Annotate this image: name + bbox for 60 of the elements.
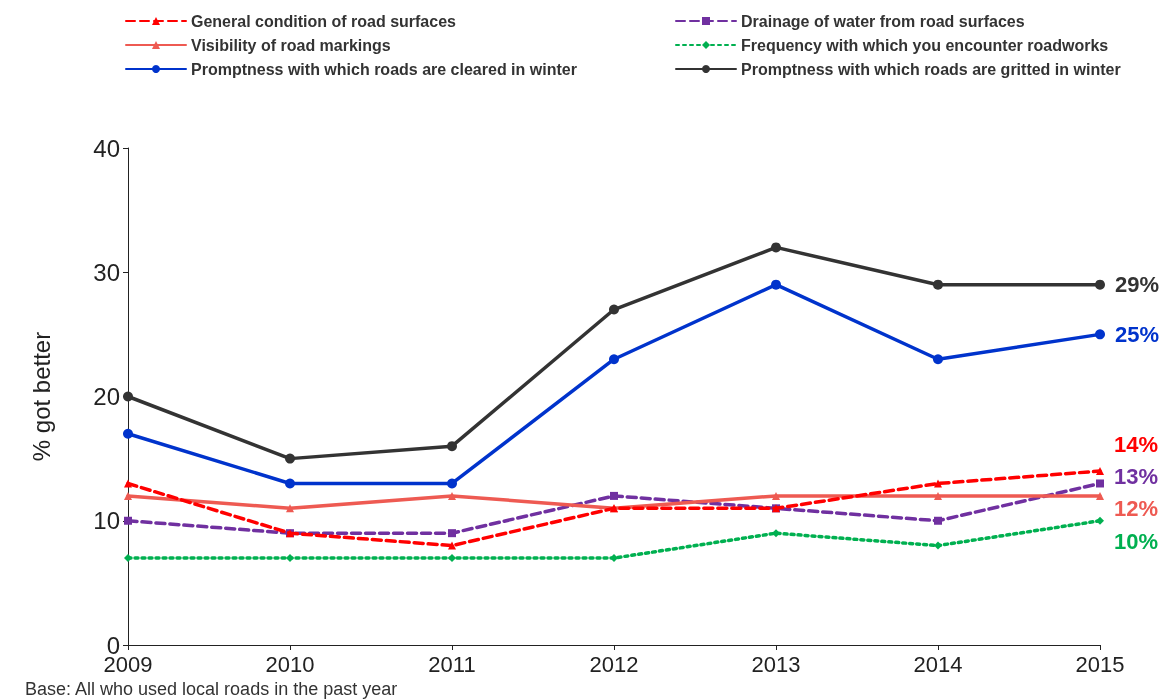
text: Base: All who used local roads in the past year [25, 679, 398, 699]
point [285, 478, 295, 489]
point [124, 491, 132, 500]
point [123, 428, 133, 439]
data-label: 13% [1114, 464, 1159, 490]
point [934, 516, 942, 525]
point [609, 354, 619, 365]
point [124, 479, 132, 488]
point [448, 541, 456, 550]
point [771, 279, 781, 290]
y-tick-label: 20 [93, 383, 120, 410]
x-tick-label: 2011 [428, 651, 476, 677]
point [771, 242, 781, 253]
legend-label: Visibility of road markings [191, 36, 391, 54]
y-tick-label: 10 [93, 507, 120, 535]
legend-label: Frequency with which you encounter roadworks [741, 36, 1109, 54]
point [1095, 279, 1105, 290]
point [448, 491, 456, 500]
point [1096, 491, 1104, 500]
point [934, 479, 942, 488]
point [610, 491, 618, 500]
x-tick-label: 2014 [913, 651, 963, 677]
data-label: 10% [1114, 528, 1159, 554]
legend-label: Drainage of water from road surfaces [741, 12, 1025, 30]
legend-label: Promptness with which roads are gritted in winter [741, 60, 1121, 78]
point [286, 554, 294, 563]
point [1096, 516, 1104, 525]
point [123, 391, 133, 402]
point [933, 354, 943, 365]
point [1096, 467, 1104, 476]
point [933, 279, 943, 290]
point [447, 441, 457, 452]
data-label: 29% [1115, 272, 1160, 298]
point [124, 516, 132, 525]
point [1095, 329, 1105, 340]
point [610, 554, 618, 563]
x-tick-label: 2012 [589, 651, 639, 677]
point [772, 491, 780, 500]
data-label: 12% [1114, 496, 1159, 522]
y-axis-title: % got better [27, 331, 55, 462]
x-tick-label: 2015 [1075, 651, 1125, 677]
point [286, 504, 294, 513]
data-label: 25% [1115, 321, 1160, 347]
point [609, 304, 619, 315]
data-label: 14% [1114, 431, 1159, 457]
point [448, 529, 456, 538]
x-tick-label: 2010 [265, 651, 315, 677]
point [934, 541, 942, 550]
point [448, 554, 456, 563]
y-tick-label: 30 [93, 258, 120, 286]
point [285, 453, 295, 464]
legend-label: Promptness with which roads are cleared in winter [191, 60, 577, 78]
point [772, 529, 780, 538]
point [934, 491, 942, 500]
x-tick-label: 2013 [751, 651, 801, 677]
point [1096, 479, 1104, 488]
y-tick-label: 40 [93, 134, 120, 162]
legend-label: General condition of road surfaces [191, 12, 457, 30]
point [447, 478, 457, 489]
point [124, 554, 132, 563]
